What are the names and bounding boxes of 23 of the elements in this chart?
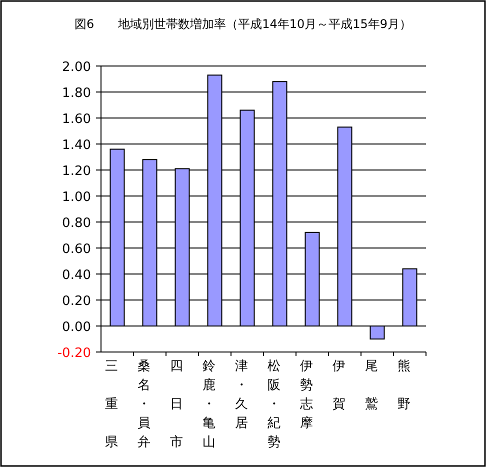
category-label: 伊賀 — [332, 359, 346, 412]
x-tick-label: 桑名・員弁 — [137, 359, 150, 450]
y-tick-label: 0.80 — [62, 216, 91, 231]
y-tick-label: -0.20 — [57, 346, 91, 361]
y-tick-label: 0.40 — [62, 268, 91, 283]
category-label: 熊野 — [397, 359, 410, 412]
y-tick-label: 1.60 — [62, 112, 91, 127]
x-tick-label: 伊勢志摩 — [300, 359, 313, 431]
category-label: 四日市 — [170, 359, 183, 450]
x-tick-label: 鈴鹿・亀山 — [202, 359, 216, 450]
y-tick-label: 0.20 — [62, 294, 91, 309]
y-tick-label: 1.00 — [62, 190, 91, 205]
category-label: 三重県 — [104, 359, 118, 450]
y-tick-label: 0.00 — [62, 320, 91, 335]
x-tick-label: 松阪・紀勢 — [267, 359, 280, 450]
y-tick-label: 1.20 — [62, 164, 91, 179]
y-tick-label: 0.60 — [62, 242, 91, 257]
x-tick-label: 津・久居 — [234, 359, 248, 431]
y-tick-label: 1.40 — [62, 138, 91, 153]
category-label: 尾鷲 — [364, 359, 378, 412]
y-tick-label: 1.80 — [62, 86, 91, 101]
y-tick-label: 2.00 — [62, 60, 91, 75]
chart-title: 図6 地域別世帯数増加率（平成14年10月～平成15年9月） — [74, 17, 412, 31]
